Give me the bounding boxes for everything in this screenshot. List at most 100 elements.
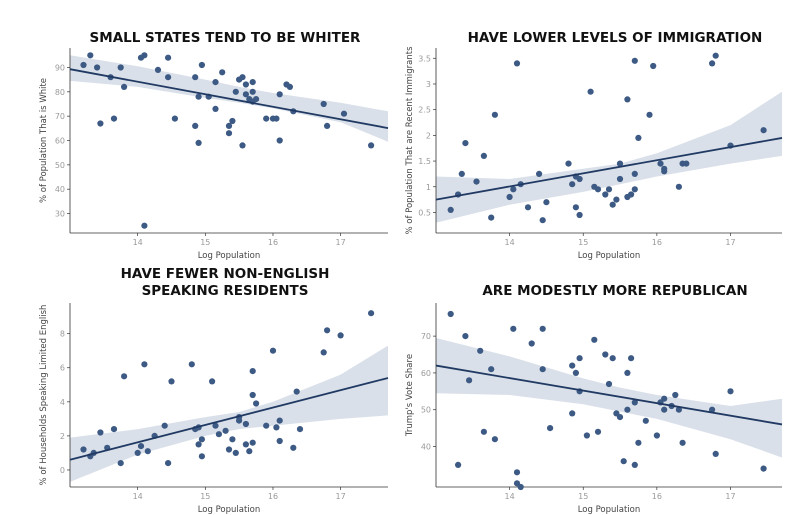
data-point <box>290 444 297 451</box>
data-point <box>368 142 375 149</box>
data-point <box>513 60 521 67</box>
data-point <box>609 201 616 208</box>
confidence-band <box>436 91 782 223</box>
data-point <box>569 410 576 417</box>
data-point <box>624 406 631 413</box>
data-point <box>225 122 233 129</box>
data-point <box>97 120 104 127</box>
data-point <box>195 441 202 448</box>
data-point <box>517 483 524 491</box>
data-point <box>760 127 767 134</box>
data-point <box>536 170 543 177</box>
data-point <box>462 140 469 147</box>
data-point <box>569 181 576 188</box>
data-point <box>760 465 767 472</box>
data-point <box>324 327 331 334</box>
data-point <box>293 388 300 395</box>
data-point <box>94 64 101 71</box>
data-point <box>195 93 202 100</box>
data-point <box>337 332 344 339</box>
scatter-plot: 14 15 16 17 30 40 50 60 70 80 90 Log Population % of… <box>39 48 389 261</box>
data-point <box>249 88 256 95</box>
chart-panel-1: SMALL STATES TEND TO BE WHITER 14 15 16 17 3… <box>0 0 400 261</box>
x-tick-label: 14 <box>505 492 515 501</box>
data-point <box>141 52 148 59</box>
data-point <box>253 400 260 407</box>
y-axis-label: % of Population That is White <box>39 78 49 203</box>
y-axis-label: Trump's Vote Share <box>405 354 415 437</box>
data-point <box>121 373 128 380</box>
data-point <box>232 88 239 95</box>
data-point <box>709 60 716 67</box>
data-point <box>491 111 498 118</box>
data-point <box>320 100 327 108</box>
data-point <box>249 439 256 446</box>
data-point <box>161 422 168 429</box>
y-tick-label: 50 <box>421 406 431 415</box>
data-point <box>661 165 668 172</box>
data-point <box>624 369 631 376</box>
data-point <box>121 83 128 90</box>
data-point <box>477 347 484 354</box>
confidence-band <box>70 345 388 482</box>
y-tick-label: 3 <box>426 80 431 89</box>
data-point <box>631 170 638 177</box>
data-point <box>539 325 546 332</box>
data-point <box>276 437 283 445</box>
x-axis-label: Log Population <box>198 251 261 261</box>
data-point <box>616 160 624 167</box>
y-tick-label: 60 <box>421 369 431 378</box>
data-point <box>510 325 517 332</box>
chart-title-line: ARE MODESTLY MORE REPUBLICAN <box>482 283 748 299</box>
data-point <box>683 160 690 167</box>
data-point <box>225 130 233 137</box>
y-tick-label: 1 <box>426 183 431 192</box>
chart-title: ARE MODESTLY MORE REPUBLICAN <box>430 283 800 300</box>
data-point <box>631 57 638 64</box>
data-point <box>513 469 521 476</box>
y-tick-label: 1.5 <box>418 157 431 166</box>
x-tick-label: 16 <box>268 492 278 501</box>
data-point <box>631 399 638 406</box>
data-point <box>642 417 649 424</box>
data-point <box>263 115 270 122</box>
data-point <box>672 391 679 399</box>
data-point <box>165 54 172 61</box>
x-tick-label: 16 <box>652 492 662 501</box>
x-tick-label: 14 <box>505 238 515 247</box>
x-tick-label: 17 <box>725 238 735 247</box>
scatter-plot: 14 15 16 17 40 50 60 70 Log Population Trump's Vo… <box>405 303 783 515</box>
data-point <box>447 206 454 213</box>
chart-panel-4: ARE MODESTLY MORE REPUBLICAN 14 15 16 17 40 5… <box>400 258 800 515</box>
data-point <box>462 333 469 340</box>
y-tick-label: 70 <box>55 112 65 121</box>
data-point <box>488 214 495 221</box>
x-axis-label: Log Population <box>578 251 641 261</box>
x-axis-label: Log Population <box>578 505 641 515</box>
data-point <box>539 366 546 373</box>
data-point <box>602 191 609 198</box>
data-point <box>583 432 590 439</box>
data-point <box>80 446 87 453</box>
x-tick-label: 15 <box>578 492 588 501</box>
data-point <box>225 446 233 453</box>
data-point <box>117 460 124 467</box>
data-point <box>239 142 246 149</box>
data-point <box>602 351 609 358</box>
chart-title-line: HAVE LOWER LEVELS OF IMMIGRATION <box>467 30 763 46</box>
data-point <box>657 160 664 167</box>
data-point <box>212 422 219 429</box>
data-point <box>565 160 572 167</box>
data-point <box>727 388 734 395</box>
x-tick-label: 15 <box>578 238 588 247</box>
data-point <box>480 428 487 435</box>
data-point <box>239 74 246 81</box>
y-tick-label: 80 <box>55 88 65 97</box>
y-tick-label: 40 <box>55 185 65 194</box>
x-tick-label: 17 <box>336 492 346 501</box>
data-point <box>276 137 283 144</box>
data-point <box>144 448 151 455</box>
chart-panel-3: HAVE FEWER NON-ENGLISH SPEAKING RESIDENT… <box>0 258 400 515</box>
y-tick-label: 30 <box>55 210 65 219</box>
data-point <box>171 115 178 122</box>
